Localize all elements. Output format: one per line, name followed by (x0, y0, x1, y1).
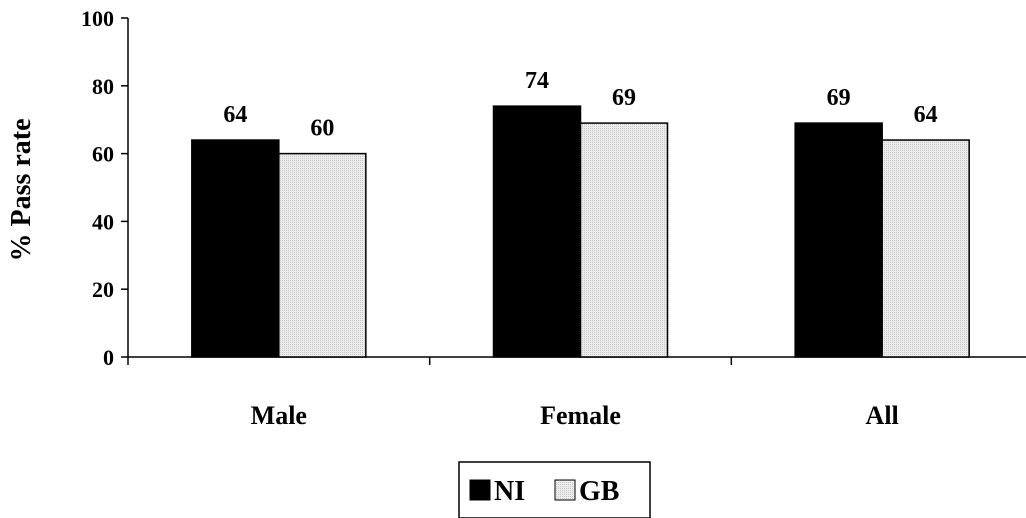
x-category-label: All (866, 401, 899, 430)
legend-swatch-ni (469, 479, 491, 501)
bar-gb (278, 152, 367, 358)
data-label: 69 (612, 85, 636, 111)
data-labels: 64 60 74 69 69 64 (223, 68, 937, 141)
bar-gb (579, 122, 669, 358)
bar-gb (881, 139, 970, 358)
data-label: 74 (525, 68, 549, 94)
bar-ni (191, 139, 280, 358)
legend-label-gb: GB (579, 476, 619, 507)
data-label: 64 (914, 102, 938, 128)
x-category-label: Female (540, 401, 621, 430)
y-tick-label: 60 (92, 142, 114, 167)
y-tick-label: 0 (103, 345, 114, 370)
y-tick-label: 100 (81, 6, 114, 31)
data-label: 64 (223, 102, 247, 128)
y-axis-title: % Pass rate (6, 118, 37, 261)
bar-ni (794, 122, 883, 358)
bars (191, 105, 970, 358)
y-tick-label: 80 (92, 74, 114, 99)
legend: NI GB (458, 461, 651, 518)
bar-ni (492, 105, 582, 358)
y-axis: 0 20 40 60 80 100 (81, 6, 129, 370)
legend-label-ni: NI (494, 476, 525, 507)
x-axis: Male Female All (127, 356, 1026, 430)
data-label: 69 (827, 85, 851, 111)
legend-swatch-gb (554, 479, 576, 501)
x-category-label: Male (251, 401, 307, 430)
y-tick-label: 20 (92, 277, 114, 302)
data-label: 60 (310, 116, 334, 142)
y-tick-label: 40 (92, 209, 114, 234)
